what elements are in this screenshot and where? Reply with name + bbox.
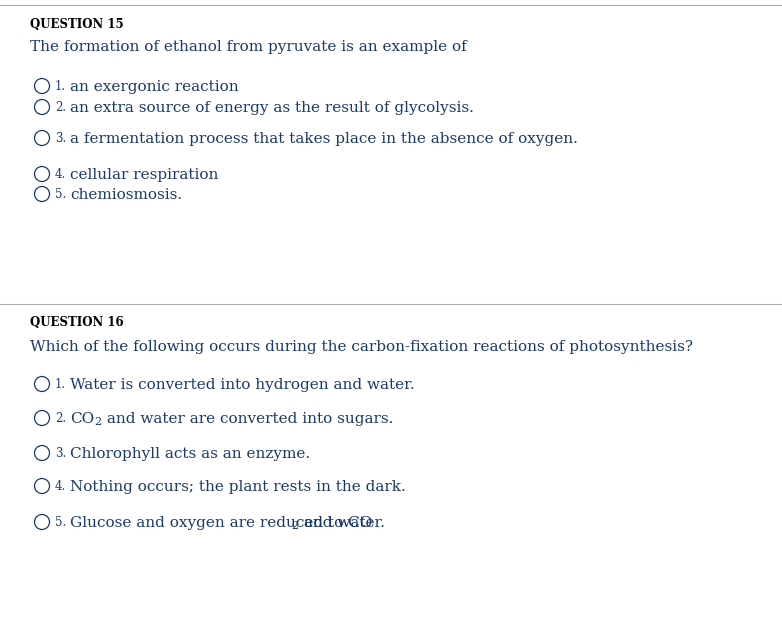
Text: Glucose and oxygen are reduced to CO: Glucose and oxygen are reduced to CO (70, 516, 372, 530)
Text: 3.: 3. (55, 447, 66, 460)
Text: 4.: 4. (55, 480, 66, 493)
Text: 2.: 2. (55, 101, 66, 114)
Text: 5.: 5. (55, 516, 66, 529)
Text: 1.: 1. (55, 378, 66, 391)
Text: and water.: and water. (300, 516, 386, 530)
Text: 5.: 5. (55, 188, 66, 201)
Text: The formation of ethanol from pyruvate is an example of: The formation of ethanol from pyruvate i… (30, 40, 467, 54)
Text: and water are converted into sugars.: and water are converted into sugars. (102, 412, 393, 426)
Text: Water is converted into hydrogen and water.: Water is converted into hydrogen and wat… (70, 378, 414, 392)
Text: a fermentation process that takes place in the absence of oxygen.: a fermentation process that takes place … (70, 132, 578, 146)
Text: QUESTION 16: QUESTION 16 (30, 316, 124, 329)
Text: cellular respiration: cellular respiration (70, 168, 218, 182)
Text: Nothing occurs; the plant rests in the dark.: Nothing occurs; the plant rests in the d… (70, 480, 406, 494)
Text: an exergonic reaction: an exergonic reaction (70, 80, 239, 94)
Text: 3.: 3. (55, 132, 66, 145)
Text: QUESTION 15: QUESTION 15 (30, 18, 124, 31)
Text: 4.: 4. (55, 168, 66, 181)
Text: CO: CO (70, 412, 95, 426)
Text: an extra source of energy as the result of glycolysis.: an extra source of energy as the result … (70, 101, 474, 115)
Text: Which of the following occurs during the carbon-fixation reactions of photosynth: Which of the following occurs during the… (30, 340, 693, 354)
Text: 2.: 2. (55, 412, 66, 425)
Text: 2: 2 (94, 417, 101, 427)
Text: Chlorophyll acts as an enzyme.: Chlorophyll acts as an enzyme. (70, 447, 310, 461)
Text: 1.: 1. (55, 80, 66, 93)
Text: 2: 2 (292, 521, 299, 531)
Text: chemiosmosis.: chemiosmosis. (70, 188, 182, 202)
